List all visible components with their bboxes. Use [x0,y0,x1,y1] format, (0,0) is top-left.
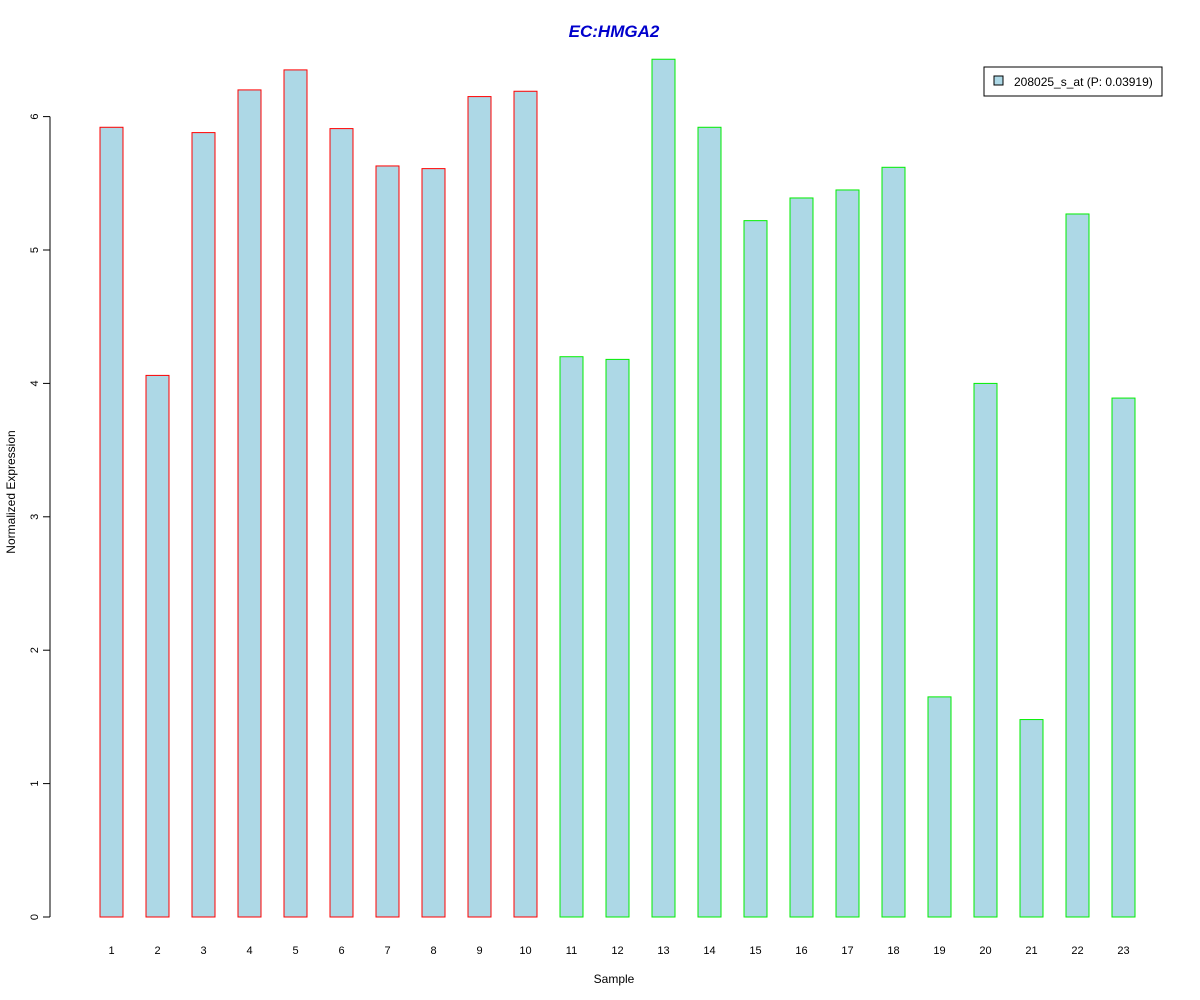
x-tick-label: 22 [1071,945,1083,957]
bar [789,197,814,918]
x-tick-label: 2 [154,945,160,957]
y-tick-label: 3 [29,514,41,520]
x-tick-label: 5 [292,945,298,957]
bar [145,374,170,918]
bar [1065,213,1090,918]
bar [237,89,262,918]
bar [881,166,906,918]
x-tick-label: 16 [795,945,807,957]
y-tick-label: 5 [29,247,41,253]
x-tick-label: 9 [476,945,482,957]
bar [927,696,952,918]
x-tick-label: 10 [519,945,531,957]
x-tick-labels: 1 2 3 4 5 6 7 8 9 10 11 12 13 14 15 16 17 18 19 20 21 22 23 [108,945,1129,957]
x-tick-label: 6 [338,945,344,957]
bar [605,358,630,918]
x-tick-label: 17 [841,945,853,957]
bar [513,90,538,918]
y-tick-label: 4 [29,380,41,386]
y-axis-label: Normalized Expression [4,430,18,553]
x-tick-label: 23 [1117,945,1129,957]
x-tick-label: 4 [246,945,252,957]
bar [375,165,400,918]
legend-entry-label: 208025_s_at (P: 0.03919) [1014,75,1153,89]
y-axis: 0 1 2 3 4 5 6 [29,114,51,920]
bar [99,126,124,918]
x-tick-label: 3 [200,945,206,957]
bar [421,168,446,918]
x-tick-label: 15 [749,945,761,957]
legend-swatch [993,75,1004,86]
x-axis-label: Sample [594,972,635,986]
x-tick-label: 1 [108,945,114,957]
legend: 208025_s_at (P: 0.03919) [983,66,1163,97]
y-tick-label: 0 [29,914,41,920]
bar [329,128,354,918]
bars-group [99,58,1136,918]
x-tick-label: 21 [1025,945,1037,957]
bar [743,220,768,918]
x-tick-label: 12 [611,945,623,957]
bar [467,96,492,918]
x-tick-label: 8 [430,945,436,957]
x-tick-label: 20 [979,945,991,957]
chart-title: EC:HMGA2 [569,22,660,41]
x-tick-label: 13 [657,945,669,957]
x-tick-label: 18 [887,945,899,957]
x-tick-label: 19 [933,945,945,957]
bar [1111,397,1136,918]
legend-box [983,66,1163,97]
y-tick-label: 6 [29,114,41,120]
y-tick-label: 2 [29,647,41,653]
x-tick-label: 14 [703,945,715,957]
bar [697,126,722,918]
bar [973,382,998,918]
bar [835,189,860,918]
bar [651,58,676,918]
bar [559,356,584,918]
bar [283,69,308,918]
x-tick-label: 11 [566,945,577,957]
bar [191,132,216,918]
x-tick-label: 7 [384,945,390,957]
bar [1019,719,1044,918]
y-tick-label: 1 [29,781,41,787]
